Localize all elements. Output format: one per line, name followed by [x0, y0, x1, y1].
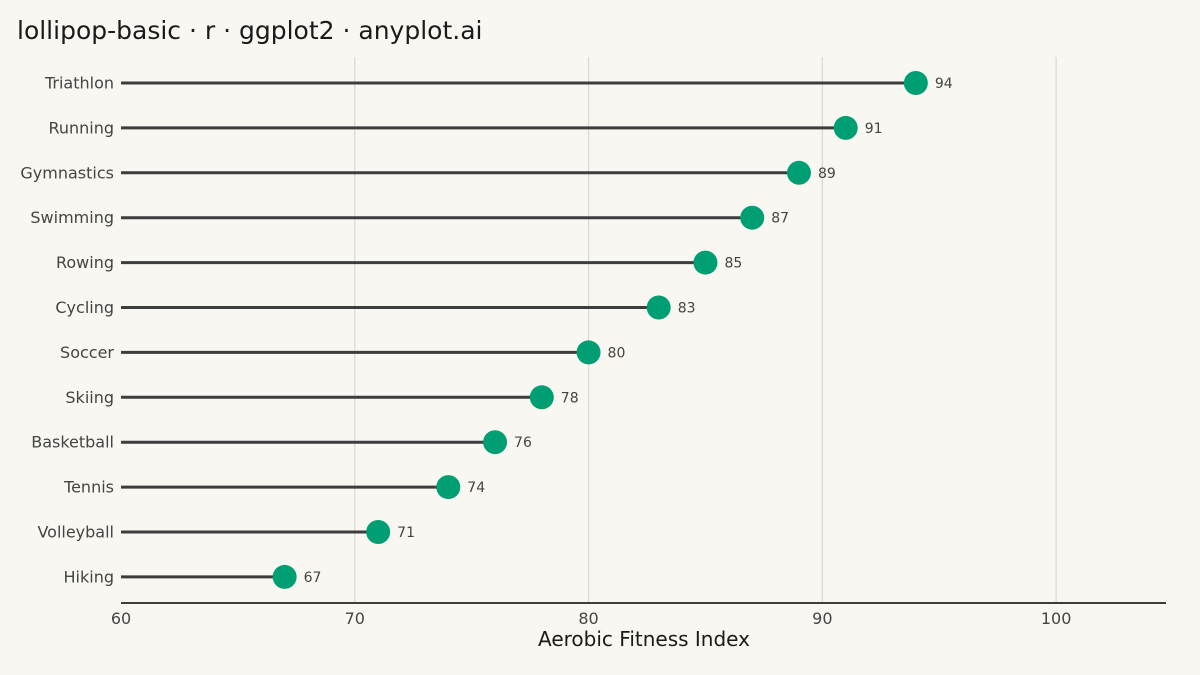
value-label-cycling: 83	[678, 301, 696, 317]
chart-title: lollipop-basic · r · ggplot2 · anyplot.a…	[17, 16, 483, 45]
category-label-swimming: Swimming	[30, 208, 114, 227]
x-tick-label-60: 60	[111, 609, 131, 628]
point-volleyball	[366, 520, 391, 544]
point-basketball	[483, 430, 508, 455]
label-layer: 94 Triathlon 91 Running 89 Gymnastics 87 Swimmi…	[20, 74, 952, 587]
category-label-triathlon: Triathlon	[44, 74, 114, 93]
category-label-tennis: Tennis	[63, 478, 114, 497]
value-label-tennis: 74	[467, 480, 485, 496]
category-label-running: Running	[48, 118, 114, 137]
value-label-rowing: 85	[724, 256, 742, 272]
x-axis-title: Aerobic Fitness Index	[538, 627, 750, 651]
value-label-gymnastics: 89	[818, 166, 836, 182]
value-label-soccer: 80	[608, 345, 626, 361]
point-running	[833, 115, 858, 140]
point-triathlon	[903, 71, 928, 95]
category-label-hiking: Hiking	[64, 567, 114, 586]
category-label-rowing: Rowing	[56, 253, 114, 272]
axis-layer: 60 70 80 90 100	[111, 602, 1166, 628]
stem-layer	[121, 81, 916, 579]
point-cycling	[646, 295, 671, 320]
point-swimming	[740, 205, 765, 230]
category-label-skiing: Skiing	[65, 388, 114, 407]
value-label-running: 91	[865, 121, 883, 137]
x-tick-label-80: 80	[578, 609, 598, 628]
point-gymnastics	[786, 160, 811, 185]
point-tennis	[436, 475, 461, 500]
point-layer	[272, 71, 928, 589]
grid-layer	[354, 57, 1057, 603]
value-label-skiing: 78	[561, 390, 579, 406]
value-label-volleyball: 71	[397, 525, 415, 541]
x-tick-label-100: 100	[1041, 609, 1072, 628]
x-tick-label-70: 70	[345, 609, 365, 628]
value-label-swimming: 87	[771, 211, 789, 227]
x-tick-label-90: 90	[812, 609, 832, 628]
value-label-hiking: 67	[304, 570, 322, 586]
category-label-soccer: Soccer	[60, 343, 114, 362]
point-hiking	[272, 564, 297, 589]
category-label-cycling: Cycling	[55, 298, 114, 317]
point-soccer	[576, 340, 601, 365]
category-label-gymnastics: Gymnastics	[20, 163, 114, 182]
value-label-triathlon: 94	[935, 76, 953, 92]
category-label-volleyball: Volleyball	[37, 523, 114, 542]
value-label-basketball: 76	[514, 435, 532, 451]
point-rowing	[693, 250, 718, 275]
point-skiing	[529, 385, 554, 410]
category-label-basketball: Basketball	[31, 433, 114, 452]
